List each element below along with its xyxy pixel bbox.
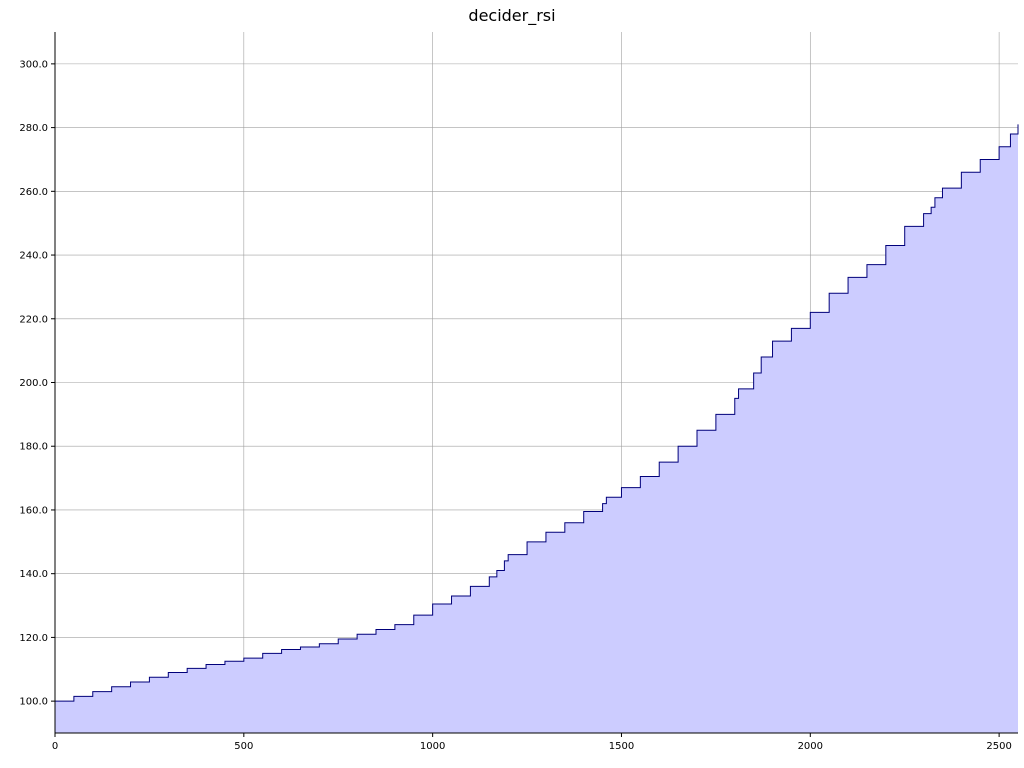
- area-series: [55, 124, 1019, 734]
- x-tick-label: 2500: [986, 741, 1011, 752]
- x-axis-ticks: 0 500 1000 1500 2000 2500: [52, 733, 1012, 752]
- series-line: [55, 124, 1019, 702]
- y-tick-label: 300.0: [19, 59, 48, 70]
- x-tick-label: 500: [234, 741, 253, 752]
- area-fill: [55, 124, 1018, 734]
- x-tick-label: 2000: [798, 741, 823, 752]
- y-tick-label: 120.0: [19, 633, 48, 644]
- y-tick-label: 160.0: [19, 505, 48, 516]
- x-tick-label: 1000: [420, 741, 445, 752]
- y-tick-label: 200.0: [19, 378, 48, 389]
- y-tick-label: 100.0: [19, 697, 48, 708]
- y-tick-label: 140.0: [19, 569, 48, 580]
- y-tick-label: 280.0: [19, 123, 48, 134]
- y-tick-label: 220.0: [19, 314, 48, 325]
- y-tick-label: 180.0: [19, 442, 48, 453]
- y-axis-ticks: 100.0 120.0 140.0 160.0 180.0 200.0 220.0 240.0…: [19, 59, 55, 708]
- y-tick-label: 260.0: [19, 187, 48, 198]
- x-tick-label: 0: [52, 741, 58, 752]
- y-tick-label: 240.0: [19, 251, 48, 262]
- chart-title: decider_rsi: [468, 6, 556, 25]
- x-tick-label: 1500: [609, 741, 634, 752]
